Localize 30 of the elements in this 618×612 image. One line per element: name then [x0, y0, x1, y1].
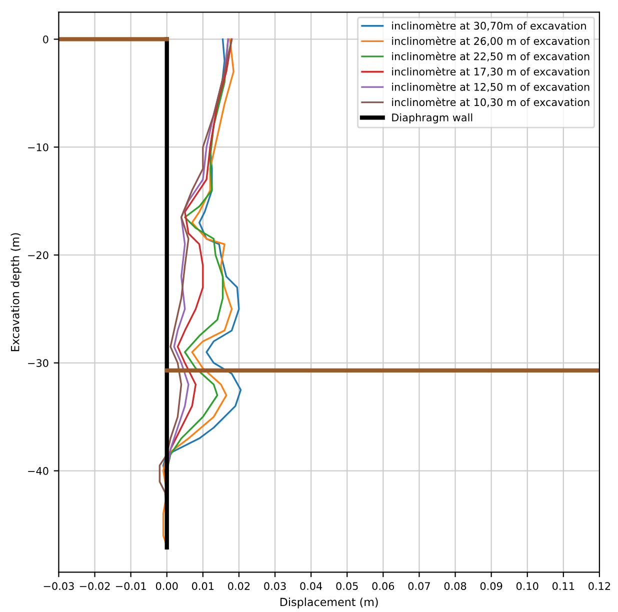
y-tick-label: −20 [28, 251, 48, 260]
x-tick-label: −0.03 [44, 582, 74, 590]
x-tick-label: 0.10 [516, 582, 538, 590]
x-tick-label: −0.01 [116, 582, 146, 590]
x-tick-label: 0.08 [444, 582, 466, 590]
legend-label: inclinomètre at 10,30 m of excavation [392, 98, 590, 108]
x-axis-title: Displacement (m) [280, 598, 378, 608]
y-tick-label: 0 [43, 35, 48, 44]
legend-label: inclinomètre at 12,50 m of excavation [392, 82, 590, 92]
y-tick-label: −40 [28, 467, 48, 475]
x-tick-label: 0.09 [480, 582, 502, 590]
x-tick-label: 0.02 [228, 582, 250, 590]
legend-label: inclinomètre at 22,50 m of excavation [392, 52, 590, 62]
legend-label: inclinomètre at 17,30 m of excavation [392, 67, 590, 77]
legend-label: inclinomètre at 26,00 m of excavation [392, 36, 590, 46]
x-tick-label: 0.03 [264, 582, 286, 590]
x-tick-label: 0.07 [408, 582, 430, 590]
y-tick-label: −30 [28, 359, 48, 368]
x-tick-label: 0.01 [192, 582, 214, 590]
x-tick-label: 0.06 [372, 582, 394, 590]
legend-label: Diaphragm wall [392, 113, 472, 124]
x-tick-label: 0.12 [588, 582, 610, 590]
x-tick-label: 0.05 [336, 582, 358, 590]
y-axis-title: Excavation depth (m) [10, 233, 22, 352]
x-tick-label: 0.11 [552, 582, 574, 590]
x-tick-label: −0.02 [80, 582, 110, 590]
legend-label: inclinomètre at 30,70m of excavation [392, 21, 586, 31]
x-tick-label: 0.00 [156, 582, 178, 590]
y-tick-label: −10 [28, 143, 48, 152]
x-tick-label: 0.04 [300, 582, 322, 590]
